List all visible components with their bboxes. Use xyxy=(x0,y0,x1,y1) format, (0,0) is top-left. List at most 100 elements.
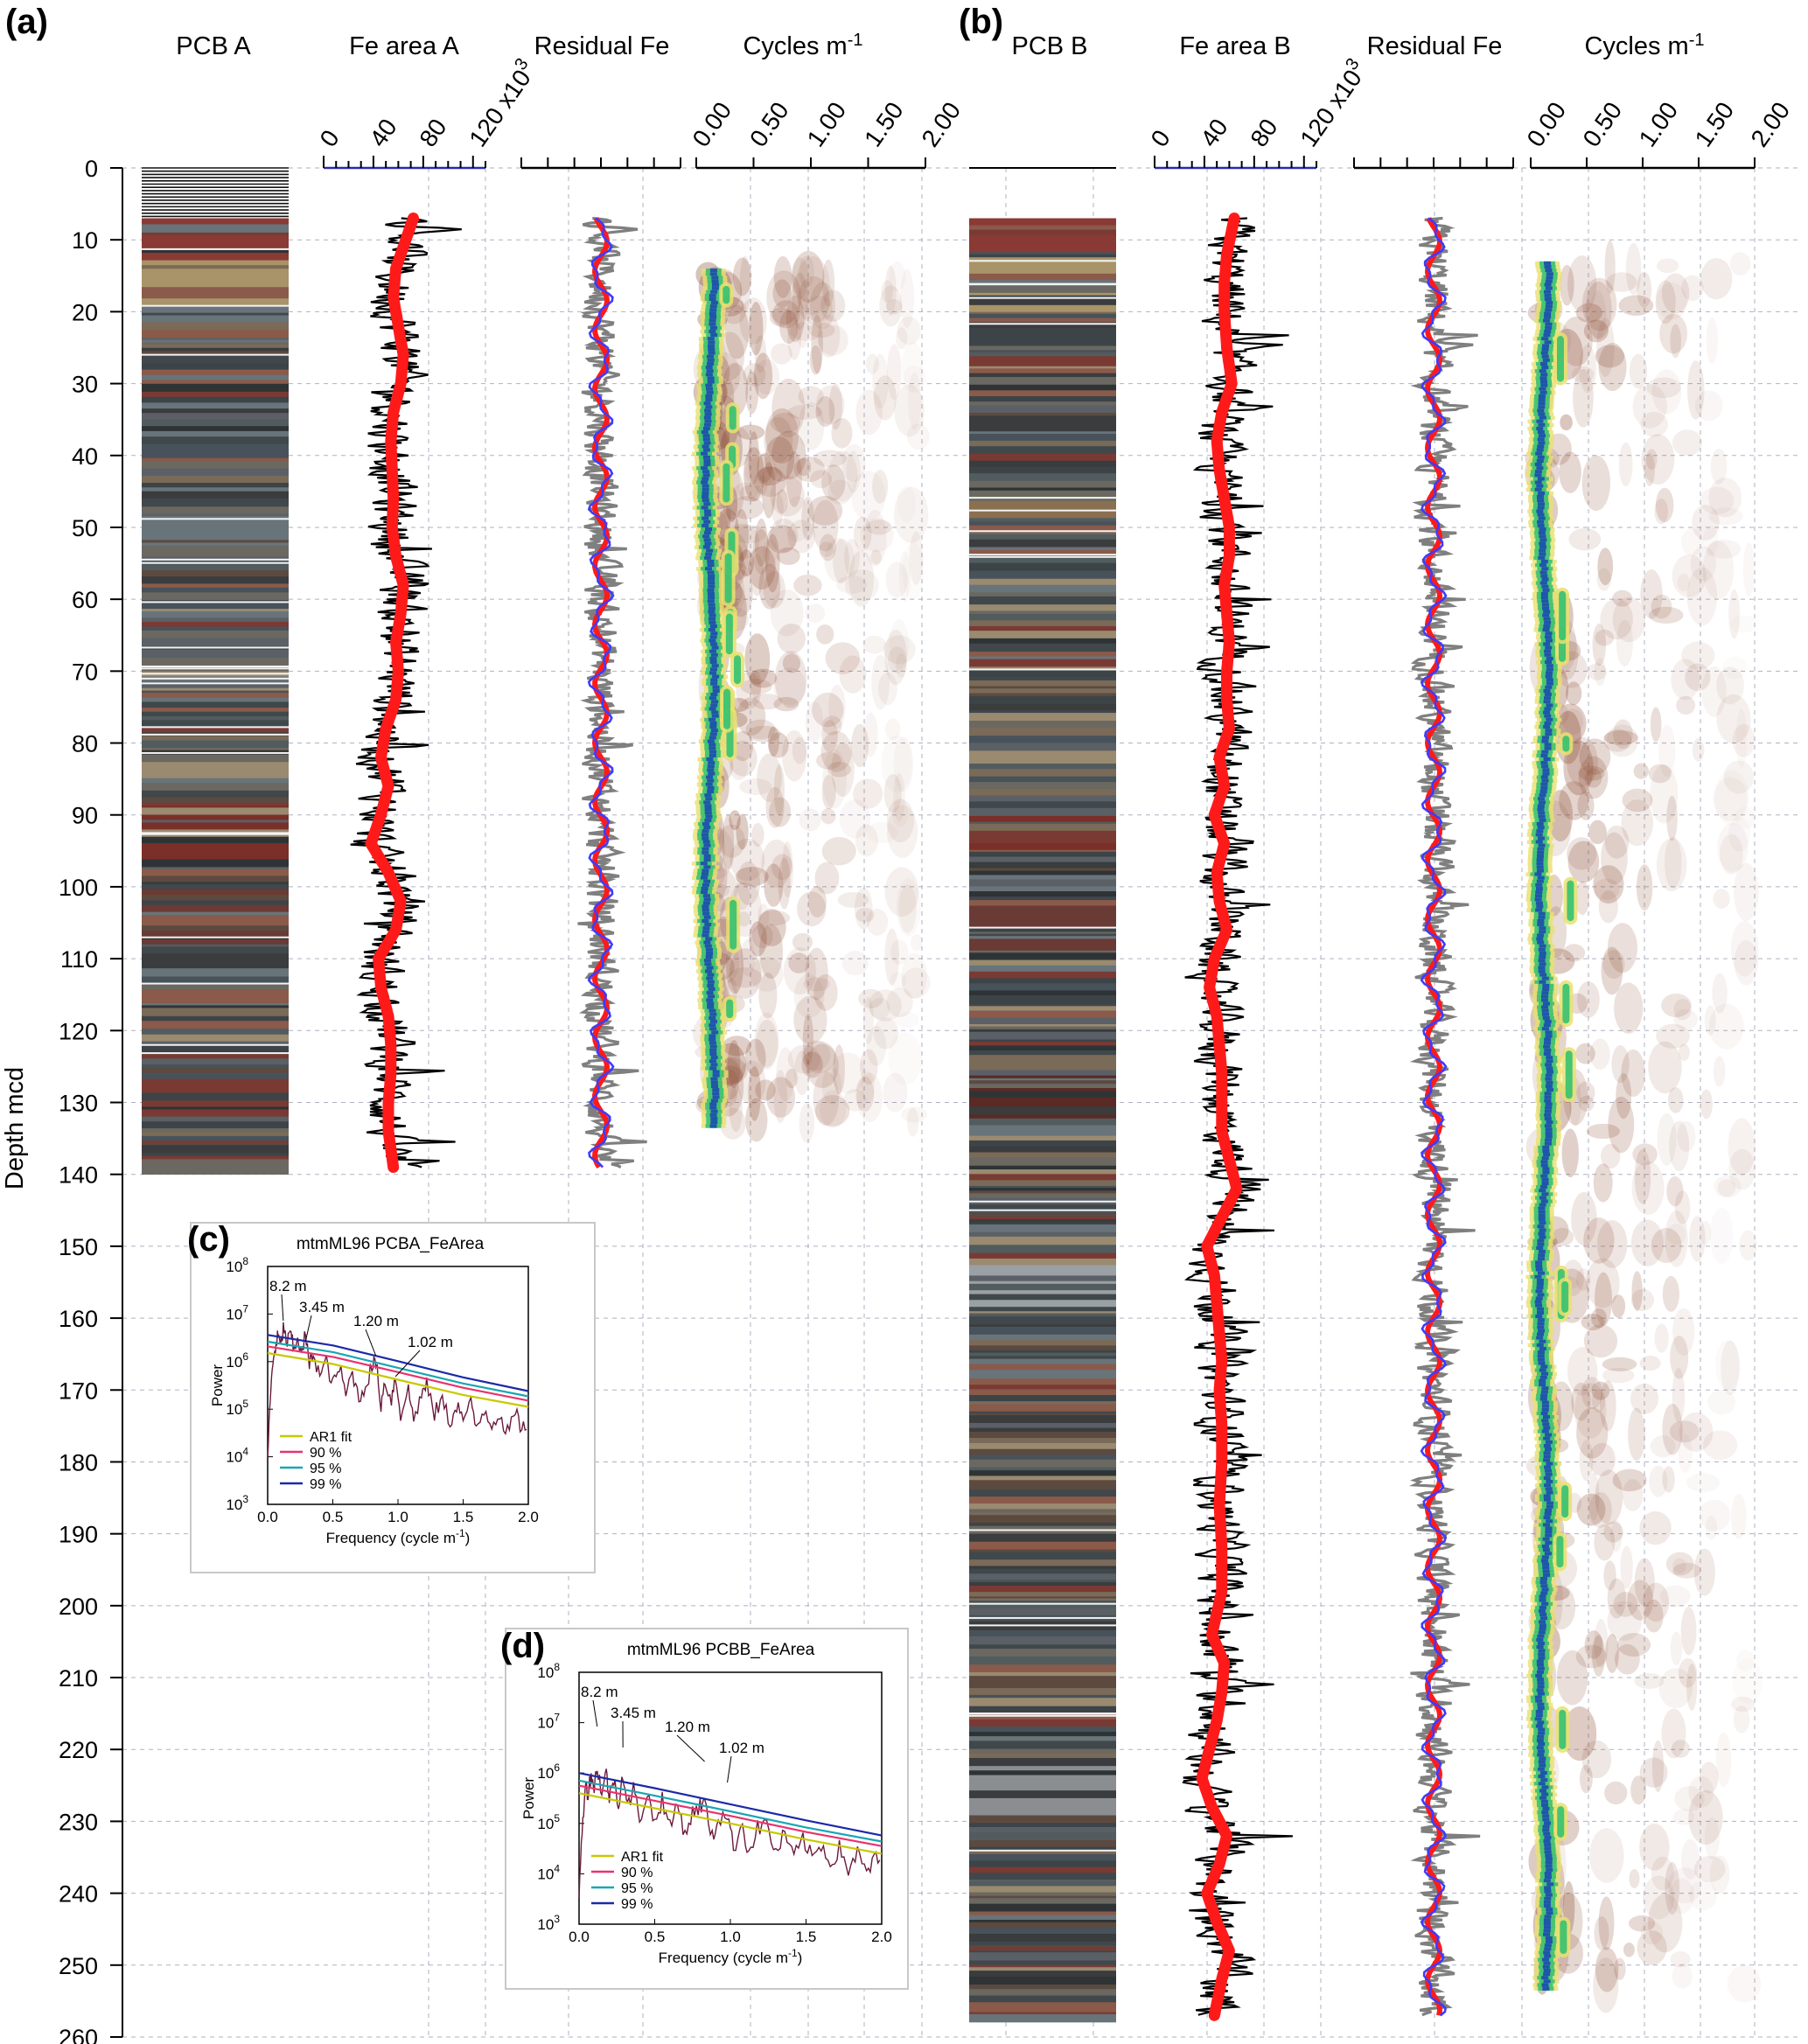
wavelet-ridge-blue xyxy=(707,358,715,363)
wavelet-ridge-blue xyxy=(1534,470,1542,474)
wavelet-ridge-blue xyxy=(1538,969,1546,973)
core-band xyxy=(969,1324,1116,1328)
wavelet-power-blob xyxy=(1604,825,1630,859)
wavelet-power-blob xyxy=(862,996,874,1045)
wavelet-ridge-blue xyxy=(709,1037,716,1043)
wavelet-power-blob xyxy=(824,538,855,583)
wavelet-ridge-blue xyxy=(701,886,709,891)
wavelet-ridge-blue xyxy=(1541,1785,1549,1789)
wavelet-ridge-blue xyxy=(1535,886,1543,891)
wavelet-ridge-blue xyxy=(1538,1731,1546,1736)
wavelet-power-blob xyxy=(1589,1828,1624,1883)
core-band xyxy=(969,299,1116,306)
wavelet-ridge-blue xyxy=(1545,1131,1553,1135)
wavelet-ridge-blue xyxy=(1541,337,1549,341)
core-band xyxy=(142,1128,289,1133)
wavelet-power-blob xyxy=(1634,1558,1655,1607)
wavelet-power-blob xyxy=(906,423,930,450)
wavelet-ridge-blue xyxy=(1544,1095,1552,1099)
wavelet-ridge-blue xyxy=(1545,1073,1553,1078)
wavelet-power-blob xyxy=(1680,1838,1700,1880)
wavelet-power-blob xyxy=(1651,1227,1682,1263)
spectrum-b-title: mtmML96 PCBB_FeArea xyxy=(627,1641,815,1659)
wavelet-power-blob xyxy=(1628,1915,1656,1932)
core-band xyxy=(969,868,1116,872)
wavelet-ridge-blue xyxy=(1539,581,1547,586)
core-band xyxy=(969,1169,1116,1172)
wavelet-ridge-blue xyxy=(1539,552,1546,557)
wavelet-power-blob xyxy=(1612,589,1633,607)
wavelet-ridge-blue xyxy=(702,840,710,845)
header-residual-a: Residual Fe xyxy=(534,32,670,60)
core-band xyxy=(969,2008,1116,2013)
core-band xyxy=(969,1350,1116,1354)
header-cycles-b: Cycles m-1 xyxy=(1584,31,1704,60)
wavelet-ridge-blue xyxy=(1543,710,1551,715)
wavelet-power-blob xyxy=(1560,316,1593,366)
wavelet-power-blob xyxy=(744,1038,766,1078)
fe-area-a-trend-line xyxy=(365,213,419,1173)
wavelet-ridge-blue xyxy=(1543,700,1551,704)
wavelet-power-blob xyxy=(897,317,921,345)
core-band xyxy=(969,1290,1116,1295)
wavelet-ridge-blue xyxy=(703,959,711,963)
core-band xyxy=(969,578,1116,586)
wavelet-ridge-blue xyxy=(702,523,709,528)
core-band xyxy=(969,915,1116,922)
core-band xyxy=(969,693,1116,697)
core-band xyxy=(142,938,289,945)
wavelet-ridge-blue xyxy=(1539,1189,1546,1193)
wavelet-power-blob xyxy=(1703,527,1718,556)
core-band xyxy=(969,920,1116,927)
wavelet-power-blob xyxy=(903,366,926,393)
wavelet-ridge-blue xyxy=(1543,1516,1551,1520)
wavelet-power-blob xyxy=(1614,982,1644,1034)
wavelet-ridge-blue xyxy=(1537,1767,1545,1772)
wavelet-ridge-blue xyxy=(1534,1695,1542,1700)
wavelet-power-blob xyxy=(1601,946,1623,995)
wavelet-power-blob xyxy=(1657,1113,1677,1166)
wavelet-power-blob xyxy=(1630,1288,1654,1311)
wavelet-power-blob xyxy=(783,947,817,995)
core-band xyxy=(142,1092,289,1101)
core-band xyxy=(142,658,289,666)
depth-tick-label: 120 xyxy=(59,1018,98,1044)
wavelet-secondary-green xyxy=(1556,336,1564,382)
wavelet-power-blob xyxy=(1577,791,1595,820)
wavelet-power-blob xyxy=(785,295,805,343)
wavelet-power-blob xyxy=(1640,569,1663,619)
wavelet-ridge-blue xyxy=(702,534,710,539)
core-band xyxy=(142,806,289,808)
wavelet-power-blob xyxy=(888,1032,922,1085)
depth-tick-label: 20 xyxy=(72,299,98,325)
wavelet-secondary-green xyxy=(1562,983,1570,1024)
wavelet-ridge-blue xyxy=(707,599,715,603)
wavelet-ridge-blue xyxy=(710,1120,718,1125)
wavelet-ridge-blue xyxy=(707,785,715,791)
wavelet-power-blob xyxy=(1644,453,1655,486)
wavelet-ridge-blue xyxy=(702,847,709,852)
core-band xyxy=(142,298,289,306)
wavelet-ridge-blue xyxy=(1539,570,1547,575)
core-band xyxy=(142,564,289,571)
core-band xyxy=(969,1644,1116,1650)
wavelet-b xyxy=(1525,240,1762,2013)
wavelet-ridge-blue xyxy=(1537,1257,1545,1261)
wavelet-power-blob xyxy=(886,799,915,843)
cycles-b-axis: 0.00 0.50 1.00 1.50 2.00 xyxy=(1522,97,1795,170)
wavelet-power-blob xyxy=(1658,724,1676,778)
wavelet-power-blob xyxy=(753,466,786,498)
wavelet-power-blob xyxy=(1693,1855,1726,1882)
core-band xyxy=(142,599,289,603)
core-band xyxy=(969,1535,1116,1543)
core-band xyxy=(142,325,289,331)
wavelet-ridge-blue xyxy=(1545,638,1553,643)
core-band xyxy=(969,1003,1116,1007)
wavelet-ridge-blue xyxy=(709,707,716,711)
core-band xyxy=(969,1125,1116,1134)
wavelet-ridge-blue xyxy=(1545,279,1553,283)
spectrum-annotation: 1.20 m xyxy=(665,1719,710,1735)
wavelet-ridge-blue xyxy=(709,304,717,309)
wavelet-power-blob xyxy=(729,948,762,999)
